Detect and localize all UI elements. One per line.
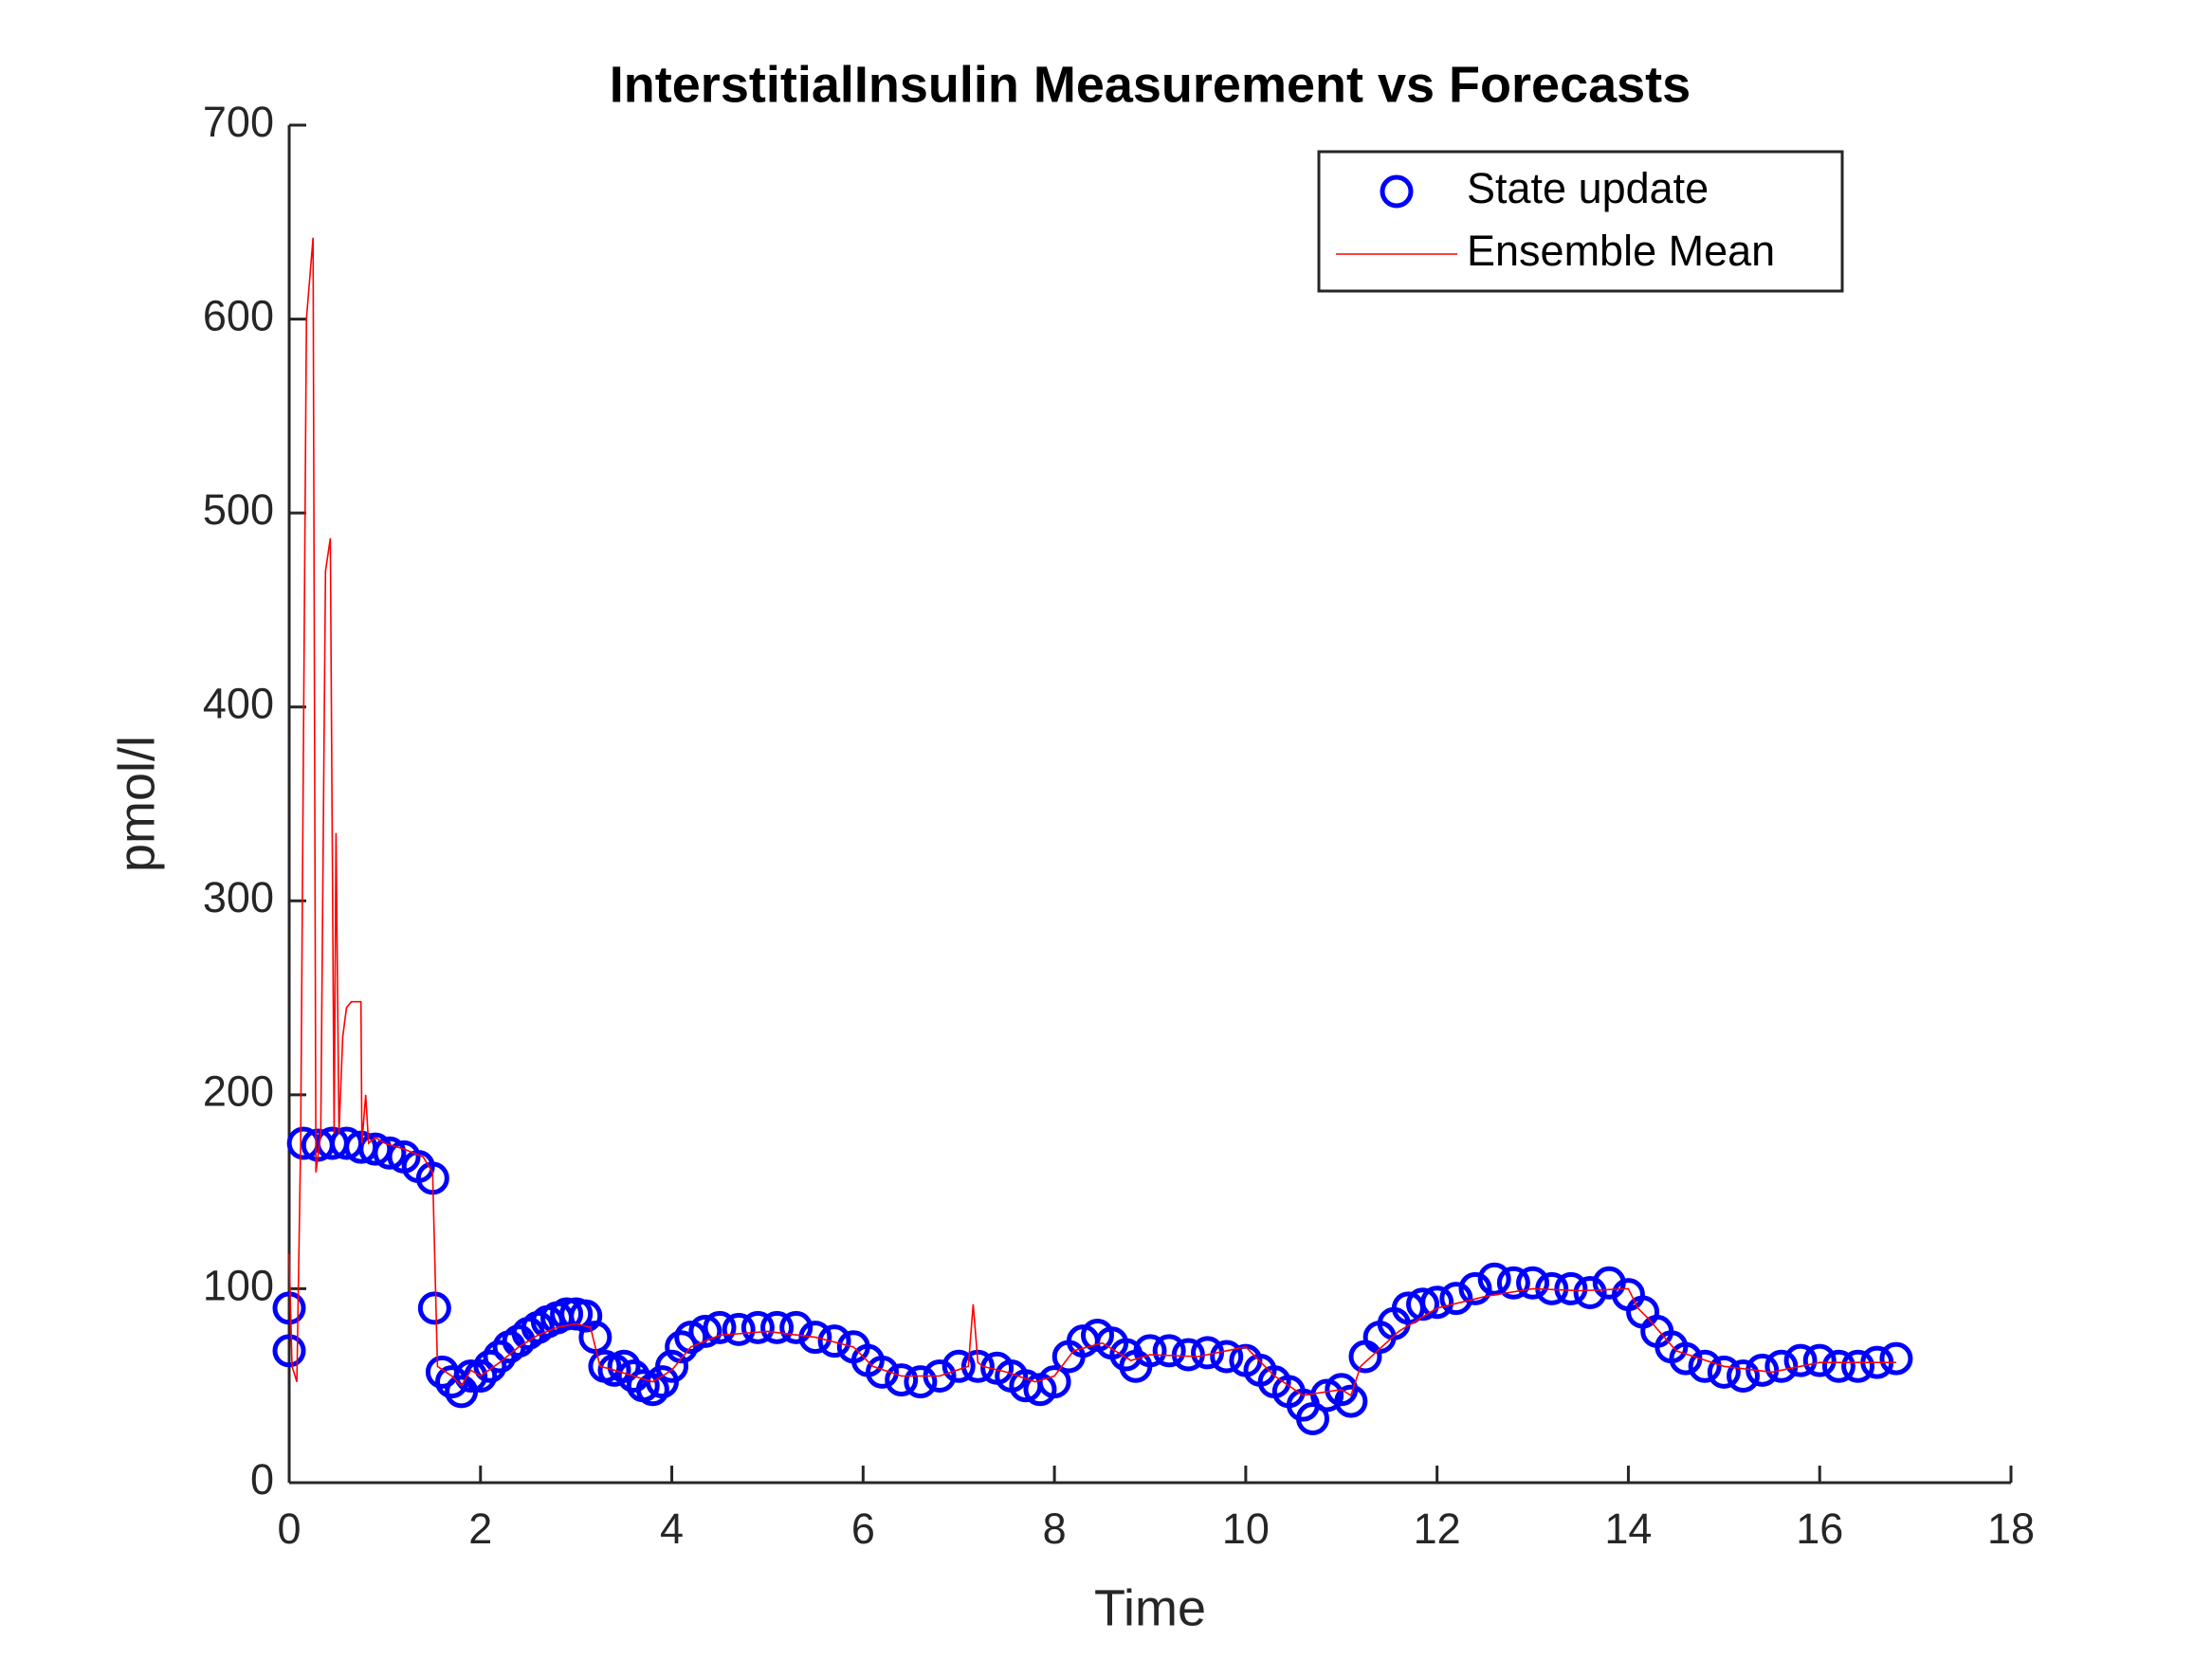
state-point (866, 1355, 900, 1389)
state-point (417, 1291, 451, 1325)
x-tick-label: 4 (660, 1504, 684, 1553)
state-point (655, 1349, 689, 1383)
state-point (740, 1310, 775, 1344)
state-point (674, 1321, 708, 1355)
state-point (1133, 1334, 1167, 1368)
x-tick-label: 14 (1604, 1504, 1652, 1553)
state-point (1152, 1334, 1186, 1368)
state-point (885, 1363, 919, 1397)
state-point (1458, 1271, 1492, 1305)
state-point (960, 1349, 995, 1383)
state-point (904, 1365, 938, 1399)
state-point (1879, 1341, 1913, 1376)
state-point (941, 1349, 976, 1383)
y-tick-label: 400 (203, 680, 274, 728)
y-tick-label: 600 (203, 291, 274, 339)
state-point (1802, 1343, 1837, 1377)
x-tick-label: 12 (1414, 1504, 1461, 1553)
chart-title: InterstitialInsulin Measurement vs Forec… (610, 56, 1691, 113)
state-point (1783, 1343, 1818, 1377)
mean-line (288, 237, 1896, 1397)
state-point (1037, 1365, 1071, 1399)
state-point (550, 1297, 584, 1331)
state-point (635, 1373, 669, 1407)
y-tick-label: 700 (203, 98, 274, 146)
x-tick-label: 0 (277, 1504, 301, 1553)
x-tick-label: 18 (1987, 1504, 2035, 1553)
state-point (779, 1310, 814, 1344)
state-point (665, 1330, 699, 1364)
state-point (1688, 1349, 1722, 1383)
state-point (1310, 1378, 1344, 1413)
state-point (703, 1310, 737, 1344)
state-point (1420, 1285, 1454, 1320)
state-point (1516, 1266, 1550, 1300)
state-point (1477, 1262, 1511, 1296)
x-tick-label: 16 (1796, 1504, 1843, 1553)
legend-label: State update (1467, 164, 1709, 212)
state-point (454, 1358, 488, 1393)
state-point (1841, 1349, 1875, 1383)
state-point (1727, 1358, 1761, 1393)
x-tick-label: 10 (1222, 1504, 1270, 1553)
state-point (373, 1136, 407, 1170)
state-point (1406, 1287, 1440, 1322)
y-tick-label: 0 (250, 1455, 274, 1504)
state-point (607, 1349, 641, 1383)
legend-box (1317, 150, 1844, 293)
state-point (464, 1358, 498, 1393)
state-point (1707, 1355, 1741, 1389)
state-point (1821, 1349, 1856, 1383)
x-tick-label: 8 (1043, 1504, 1067, 1553)
y-axis-label: pmol/l (108, 736, 165, 872)
state-point (272, 1334, 306, 1368)
state-point (1296, 1401, 1330, 1435)
y-tick-label: 300 (203, 873, 274, 921)
state-point (722, 1312, 756, 1346)
state-point (1746, 1353, 1780, 1387)
x-tick-label: 2 (468, 1504, 492, 1553)
state-point (1764, 1349, 1799, 1383)
state-point (473, 1349, 507, 1383)
state-point (688, 1314, 722, 1348)
state-point (1496, 1266, 1530, 1300)
y-tick-label: 200 (203, 1067, 274, 1116)
legend-marker (1380, 174, 1414, 209)
state-point (1171, 1338, 1205, 1372)
state-point (1439, 1282, 1473, 1316)
x-axis-label: Time (1094, 1579, 1206, 1636)
y-tick-label: 500 (203, 485, 274, 534)
state-point (1554, 1271, 1588, 1305)
state-point (798, 1321, 832, 1355)
state-point (817, 1324, 851, 1358)
state-point (272, 1291, 306, 1325)
state-point (1334, 1384, 1368, 1418)
legend-label: Ensemble Mean (1467, 227, 1775, 275)
state-point (1210, 1340, 1244, 1374)
state-point (578, 1321, 612, 1355)
state-point (760, 1310, 795, 1344)
y-tick-label: 100 (203, 1261, 274, 1309)
x-tick-label: 6 (851, 1504, 875, 1553)
state-point (1348, 1340, 1382, 1374)
state-point (1191, 1336, 1225, 1370)
state-point (1573, 1276, 1607, 1310)
